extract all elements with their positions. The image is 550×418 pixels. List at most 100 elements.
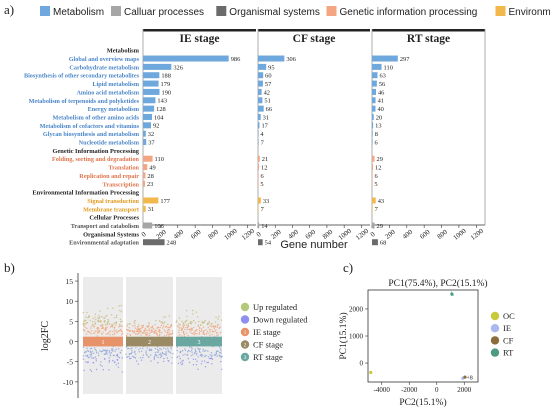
volcano-point — [190, 346, 192, 349]
volcano-point — [119, 330, 121, 332]
volcano-point — [95, 319, 97, 321]
volcano-point — [84, 326, 86, 328]
lane-label-0: 1 — [102, 340, 105, 346]
volcano-point — [172, 332, 174, 334]
volcano-point — [102, 369, 105, 371]
legend-label-0: Metabolism — [53, 7, 104, 18]
volcano-point — [89, 331, 91, 334]
category-header-20: Cellular Processes — [89, 215, 139, 222]
volcano-point — [126, 346, 128, 348]
bar-4-1 — [258, 80, 263, 87]
volcano-point — [205, 329, 207, 331]
volcano-point — [176, 356, 178, 359]
bar-value-14-1: 12 — [261, 164, 267, 171]
volcano-point — [194, 322, 197, 324]
volcano-point — [201, 355, 203, 358]
bar-2-1 — [258, 63, 267, 70]
volcano-point — [99, 316, 101, 319]
volcano-point — [161, 322, 164, 325]
panel-c-label: c) — [343, 260, 353, 275]
volcano-point — [91, 352, 93, 354]
volcano-point — [128, 323, 130, 325]
bar-value-5-2: 46 — [378, 89, 384, 96]
legend-label-4: Environmental information processing — [509, 7, 550, 18]
volcano-point — [187, 334, 189, 337]
volcano-point — [99, 350, 101, 352]
volcano-point — [85, 361, 87, 363]
volcano-point — [95, 368, 98, 371]
volcano-point — [148, 356, 150, 358]
volcano-point — [198, 350, 201, 352]
bar-2-2 — [372, 63, 382, 70]
volcano-point — [82, 323, 84, 325]
legend-swatch-4 — [495, 6, 506, 16]
volcano-point — [218, 346, 221, 348]
volcano-point — [125, 353, 127, 355]
volcano-point — [216, 335, 218, 337]
b-ytick-label-4: -5 — [67, 358, 73, 367]
volcano-point — [92, 321, 94, 323]
volcano-point — [216, 350, 219, 352]
legend-label-3: Genetic information processing — [340, 7, 478, 18]
volcano-point — [209, 325, 211, 327]
volcano-point — [107, 319, 109, 321]
volcano-point — [204, 366, 207, 368]
bar-23-2 — [372, 239, 378, 246]
volcano-point — [190, 349, 193, 352]
volcano-point — [109, 330, 112, 332]
volcano-point — [104, 349, 106, 352]
volcano-point — [92, 361, 94, 364]
volcano-point — [159, 356, 162, 359]
pca-point-label-ie: +8 — [466, 376, 472, 382]
b-y-axis-label: log2FC — [40, 321, 51, 351]
volcano-point — [189, 322, 191, 324]
volcano-point — [128, 329, 131, 332]
volcano-point — [182, 330, 185, 333]
volcano-point — [192, 364, 195, 366]
volcano-point — [181, 360, 183, 362]
bar-3-2 — [372, 72, 378, 79]
volcano-point — [110, 325, 112, 328]
volcano-point — [84, 351, 87, 353]
bar-value-10-1: 4 — [260, 131, 264, 138]
volcano-point — [161, 332, 163, 334]
b-legend-dot-num-3: 2 — [244, 343, 247, 349]
stage-title-2: RT stage — [407, 33, 450, 45]
volcano-point — [95, 360, 98, 362]
stage-title-0: IE stage — [180, 33, 220, 45]
category-label-18: Signal transduction — [87, 198, 139, 205]
pca-point-label-rt: k — [451, 292, 454, 298]
volcano-point — [108, 357, 110, 359]
lane-label-2: 3 — [198, 340, 201, 346]
volcano-point — [99, 364, 102, 366]
volcano-point — [144, 327, 146, 330]
volcano-point — [97, 331, 99, 333]
volcano-point — [89, 369, 92, 371]
volcano-point — [141, 332, 144, 334]
b-ytick-label-3: 0 — [69, 338, 73, 347]
volcano-point — [145, 333, 148, 336]
volcano-point — [168, 360, 170, 362]
volcano-point — [203, 329, 205, 332]
volcano-point — [87, 331, 90, 333]
volcano-point — [113, 327, 116, 329]
volcano-point — [153, 355, 156, 357]
volcano-point — [147, 334, 149, 336]
bar-value-4-2: 56 — [379, 81, 385, 88]
volcano-point — [164, 321, 166, 323]
volcano-point — [110, 314, 113, 316]
stage-topline-1 — [258, 29, 370, 32]
volcano-point — [121, 325, 123, 327]
volcano-point — [187, 357, 190, 360]
bar-value-14-2: 12 — [375, 164, 381, 171]
volcano-point — [180, 327, 182, 329]
bar-value-21-0: 106 — [154, 223, 164, 230]
bar-value-5-1: 42 — [264, 89, 270, 96]
volcano-point — [194, 350, 197, 352]
bar-value-4-0: 179 — [161, 81, 171, 88]
volcano-point — [135, 347, 137, 349]
volcano-point — [158, 320, 161, 322]
bar-7-1 — [258, 105, 264, 112]
volcano-point — [208, 332, 210, 335]
